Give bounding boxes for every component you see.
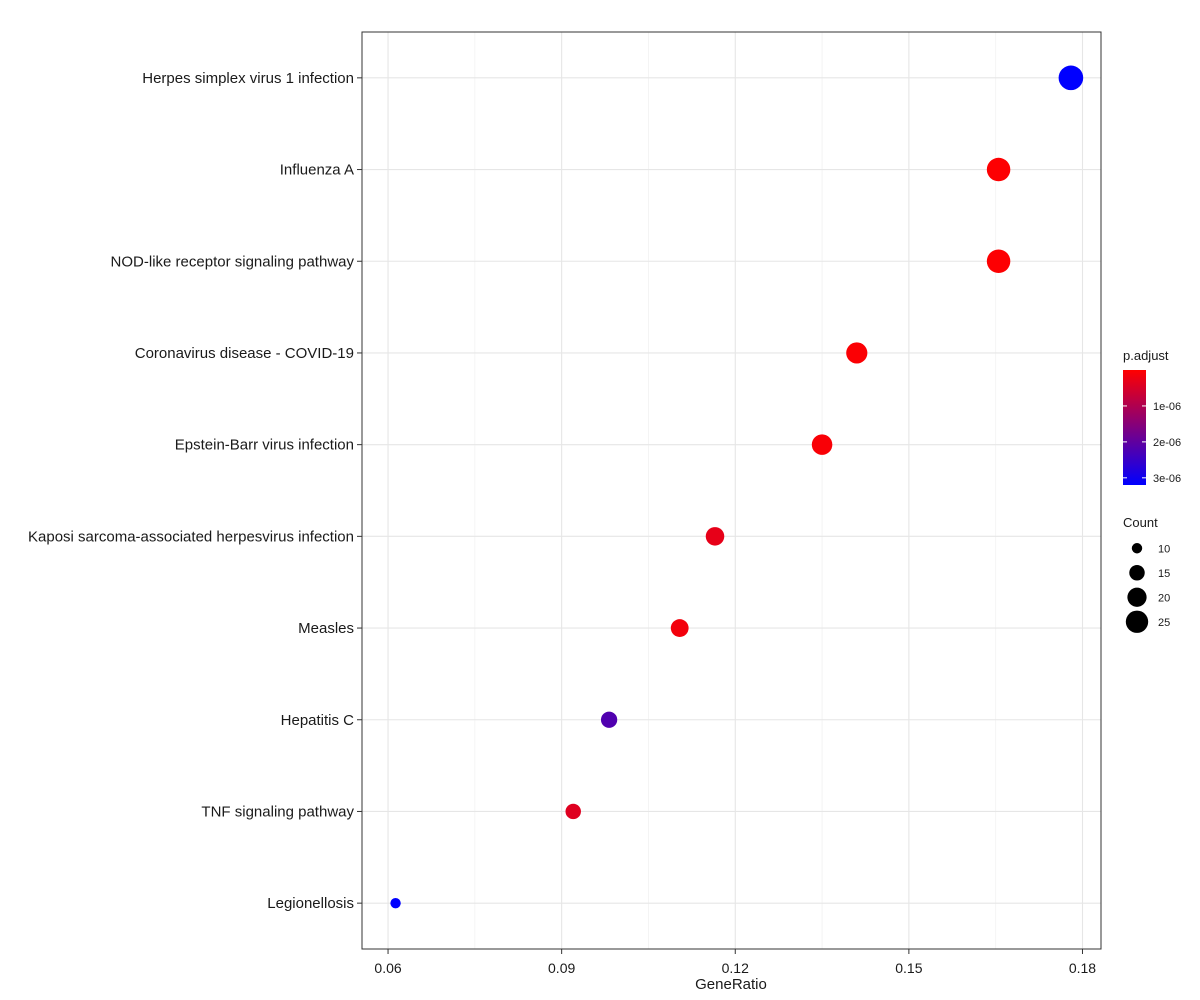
x-tick-label: 0.06 xyxy=(374,960,401,976)
color-legend-title: p.adjust xyxy=(1123,348,1169,363)
x-tick-label: 0.12 xyxy=(722,960,749,976)
data-point xyxy=(600,711,618,728)
y-tick-label: Coronavirus disease - COVID-19 xyxy=(135,345,354,362)
y-tick-label: Legionellosis xyxy=(267,895,354,912)
size-legend-label: 20 xyxy=(1158,592,1170,604)
x-axis-title: GeneRatio xyxy=(695,976,767,993)
data-point xyxy=(705,527,725,546)
color-legend-tick-label: 3e-06 xyxy=(1153,473,1181,485)
color-legend: p.adjust 1e-06 2e-06 3e-06 xyxy=(1123,348,1181,485)
grid-lines xyxy=(362,32,1101,949)
data-point xyxy=(670,619,689,637)
size-legend-label: 25 xyxy=(1158,617,1170,629)
plot-panel-background xyxy=(362,32,1101,949)
data-point xyxy=(846,342,868,364)
size-legend-keys: 10 15 20 25 xyxy=(1125,543,1170,633)
y-tick-label: Kaposi sarcoma-associated herpesvirus in… xyxy=(28,528,354,545)
y-tick-label: NOD-like receptor signaling pathway xyxy=(111,253,355,270)
color-legend-ticks: 1e-06 2e-06 3e-06 xyxy=(1123,401,1181,485)
size-legend-key xyxy=(1127,587,1147,607)
y-tick-label: Hepatitis C xyxy=(281,712,355,729)
x-tick-label: 0.15 xyxy=(895,960,922,976)
size-legend-key xyxy=(1125,610,1149,633)
x-tick-label: 0.18 xyxy=(1069,960,1096,976)
color-bar xyxy=(1123,370,1146,485)
data-point xyxy=(565,803,581,820)
size-legend-label: 10 xyxy=(1158,543,1170,555)
color-legend-tick-label: 1e-06 xyxy=(1153,401,1181,413)
data-point xyxy=(1058,65,1084,91)
data-point xyxy=(986,249,1011,274)
y-tick-label: Measles xyxy=(298,620,354,637)
plot-panel-border xyxy=(361,31,1102,950)
data-points xyxy=(390,65,1084,909)
size-legend-key xyxy=(1129,565,1145,581)
size-legend-label: 15 xyxy=(1158,568,1170,580)
y-tick-label: Herpes simplex virus 1 infection xyxy=(142,70,354,87)
x-axis: 0.06 0.09 0.12 0.15 0.18 xyxy=(374,949,1096,976)
color-legend-tick-label: 2e-06 xyxy=(1153,437,1181,449)
y-tick-label: TNF signaling pathway xyxy=(201,803,354,820)
data-point xyxy=(986,157,1011,182)
size-legend: Count 10 15 20 25 xyxy=(1123,515,1170,633)
size-legend-key xyxy=(1131,543,1143,554)
size-legend-title: Count xyxy=(1123,515,1158,530)
y-tick-label: Epstein-Barr virus infection xyxy=(175,437,354,454)
data-point xyxy=(390,897,401,909)
y-axis: Herpes simplex virus 1 infection Influenz… xyxy=(28,70,362,912)
x-tick-label: 0.09 xyxy=(548,960,575,976)
data-point xyxy=(811,434,833,455)
y-tick-label: Influenza A xyxy=(280,162,354,179)
